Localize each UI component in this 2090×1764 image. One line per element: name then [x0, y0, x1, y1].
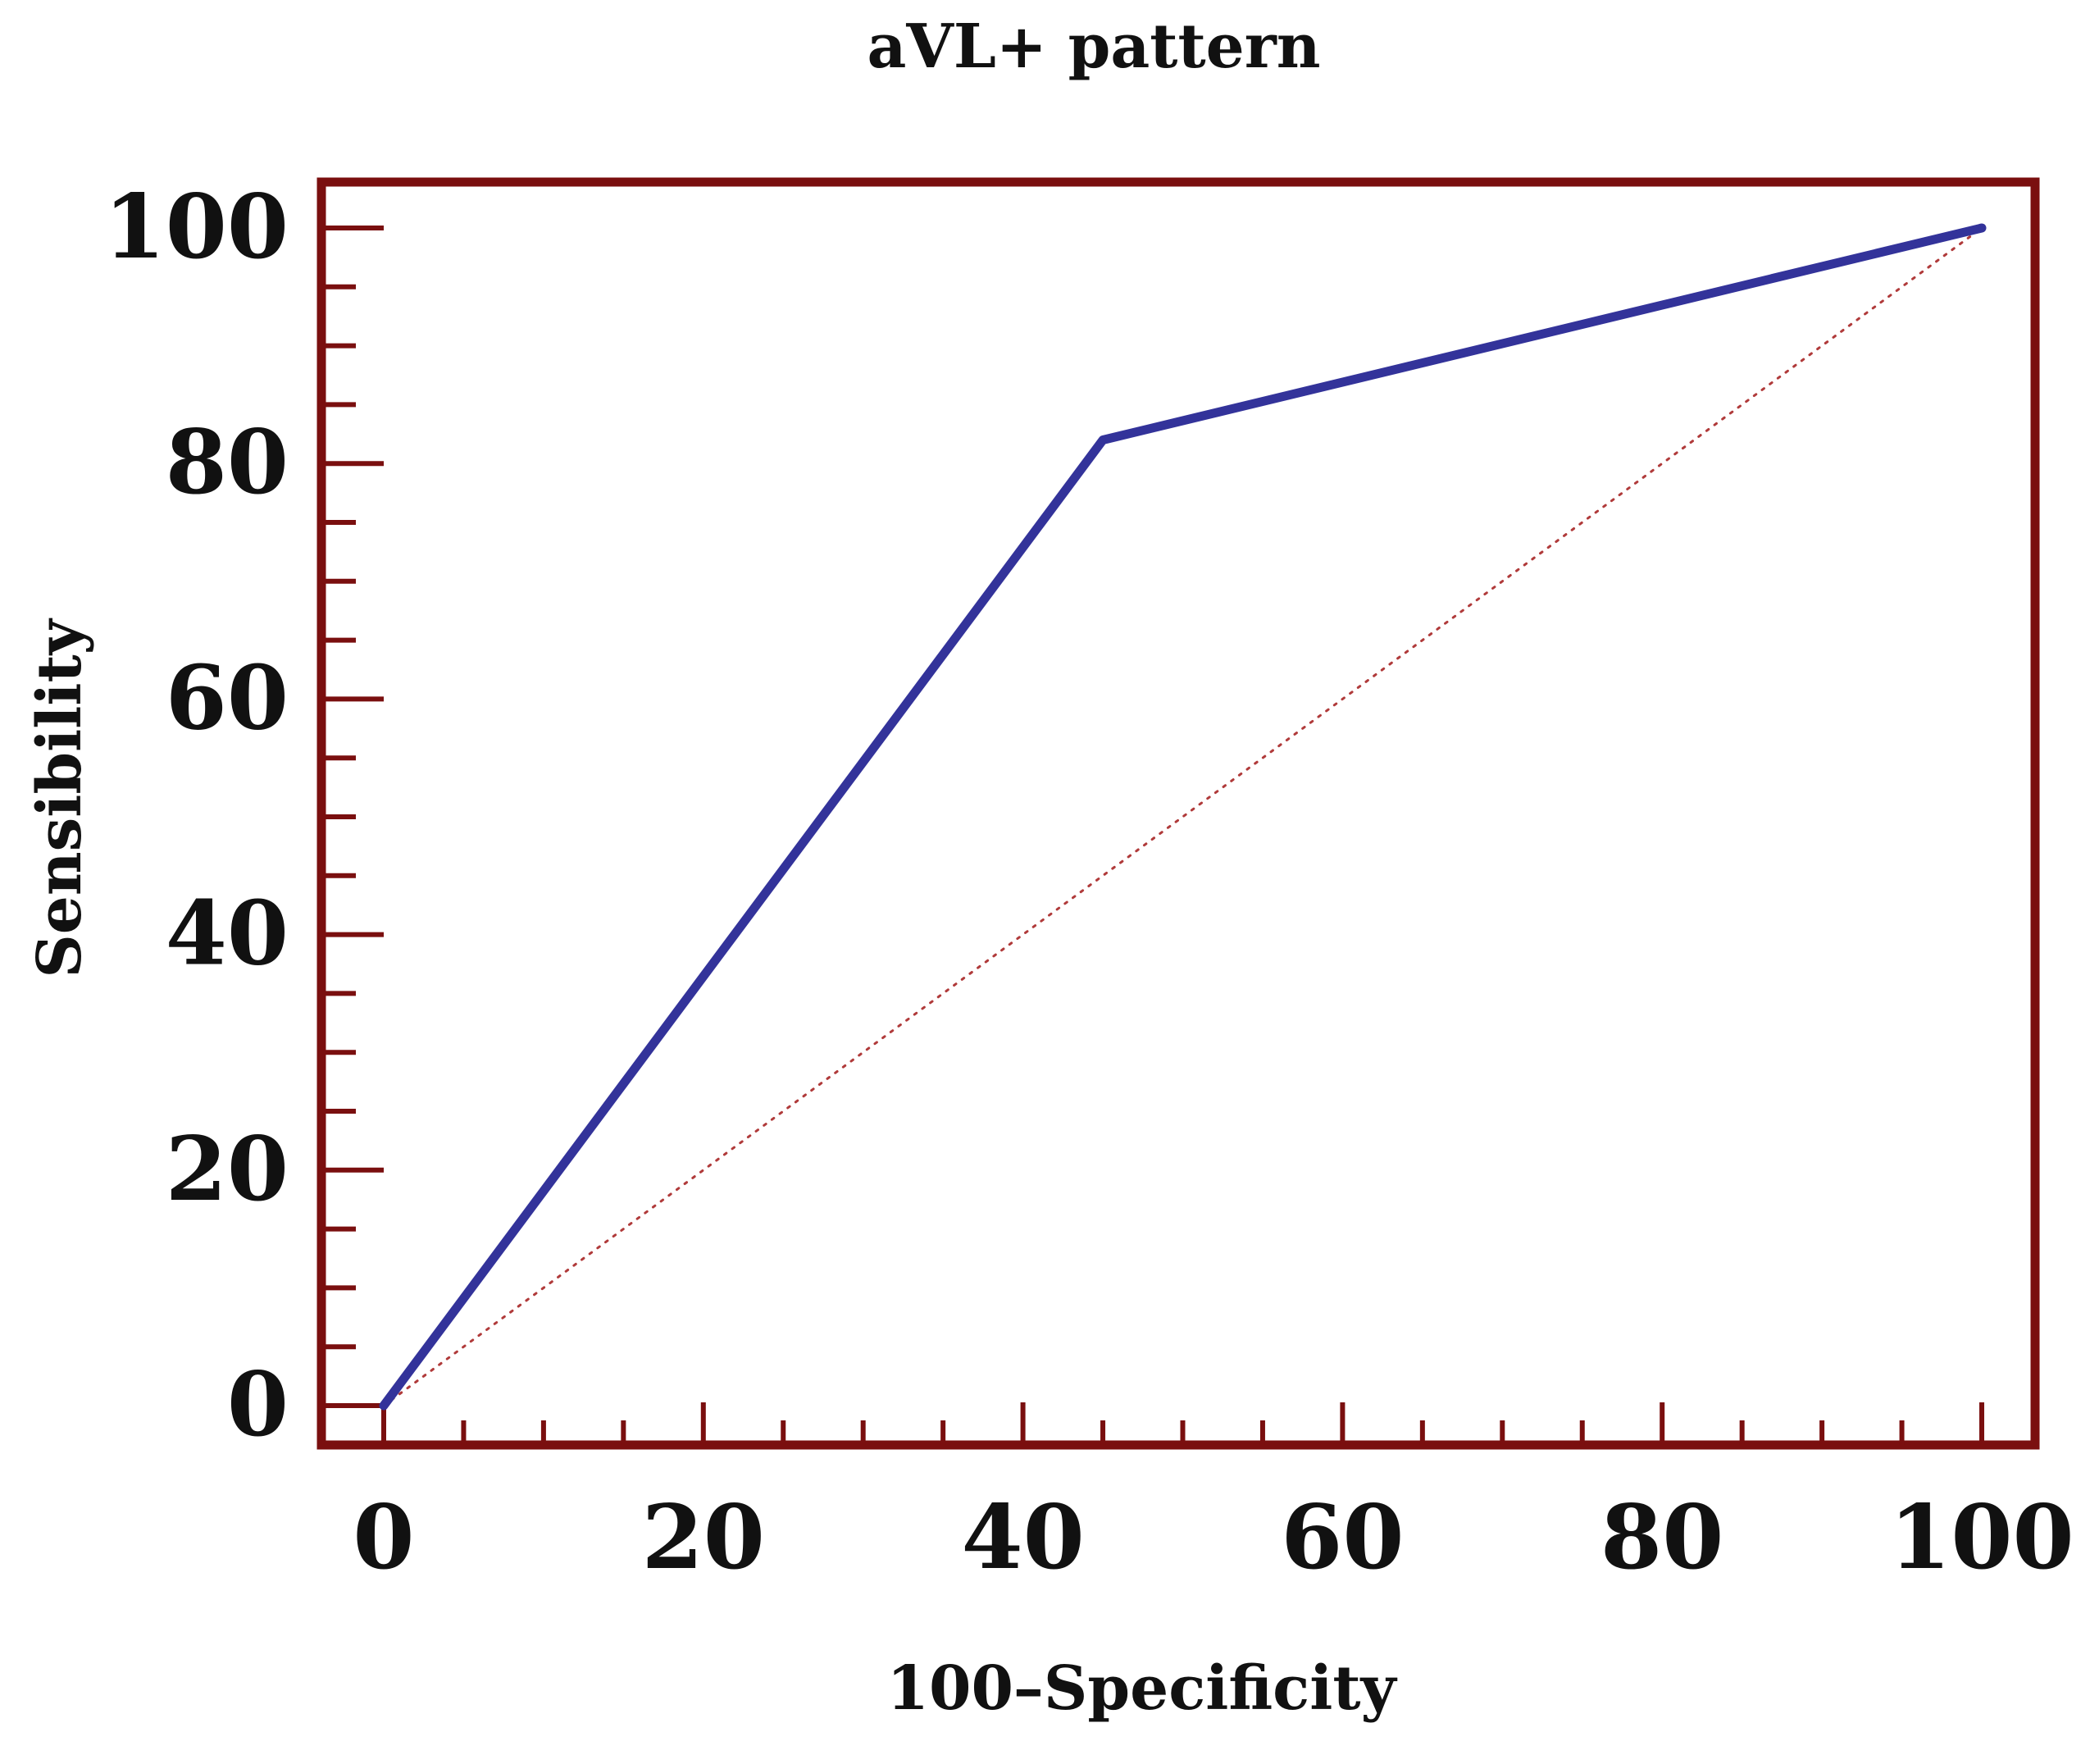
reference-diagonal-line — [382, 226, 1983, 1407]
y-axis-label: Sensibility — [25, 618, 95, 978]
y-tick-label: 0 — [227, 1353, 289, 1456]
plot-frame — [316, 177, 2040, 1450]
plot-area: 0 20 40 60 80 100 0 20 40 60 80 100 — [104, 175, 2074, 1589]
y-tick-label: 100 — [104, 175, 289, 279]
x-tick-label: 40 — [961, 1486, 1084, 1589]
y-tick-label: 80 — [166, 411, 289, 514]
x-tick-label: 100 — [1889, 1486, 2074, 1589]
x-tick-label: 20 — [642, 1486, 765, 1589]
x-tick-label: 60 — [1281, 1486, 1404, 1589]
y-tick-label: 40 — [166, 882, 289, 986]
y-tick-label: 20 — [166, 1118, 289, 1221]
roc-curve-point — [1978, 225, 1985, 231]
roc-curve-point — [380, 1402, 387, 1409]
y-tick-label: 60 — [166, 646, 289, 750]
x-tick-label: 0 — [353, 1486, 414, 1589]
x-axis-label: 100–Specificity — [886, 1653, 1397, 1724]
chart-title: aVL+ pattern — [867, 11, 1320, 82]
x-tick-label: 80 — [1601, 1486, 1723, 1589]
roc-curve-point — [1100, 436, 1107, 444]
